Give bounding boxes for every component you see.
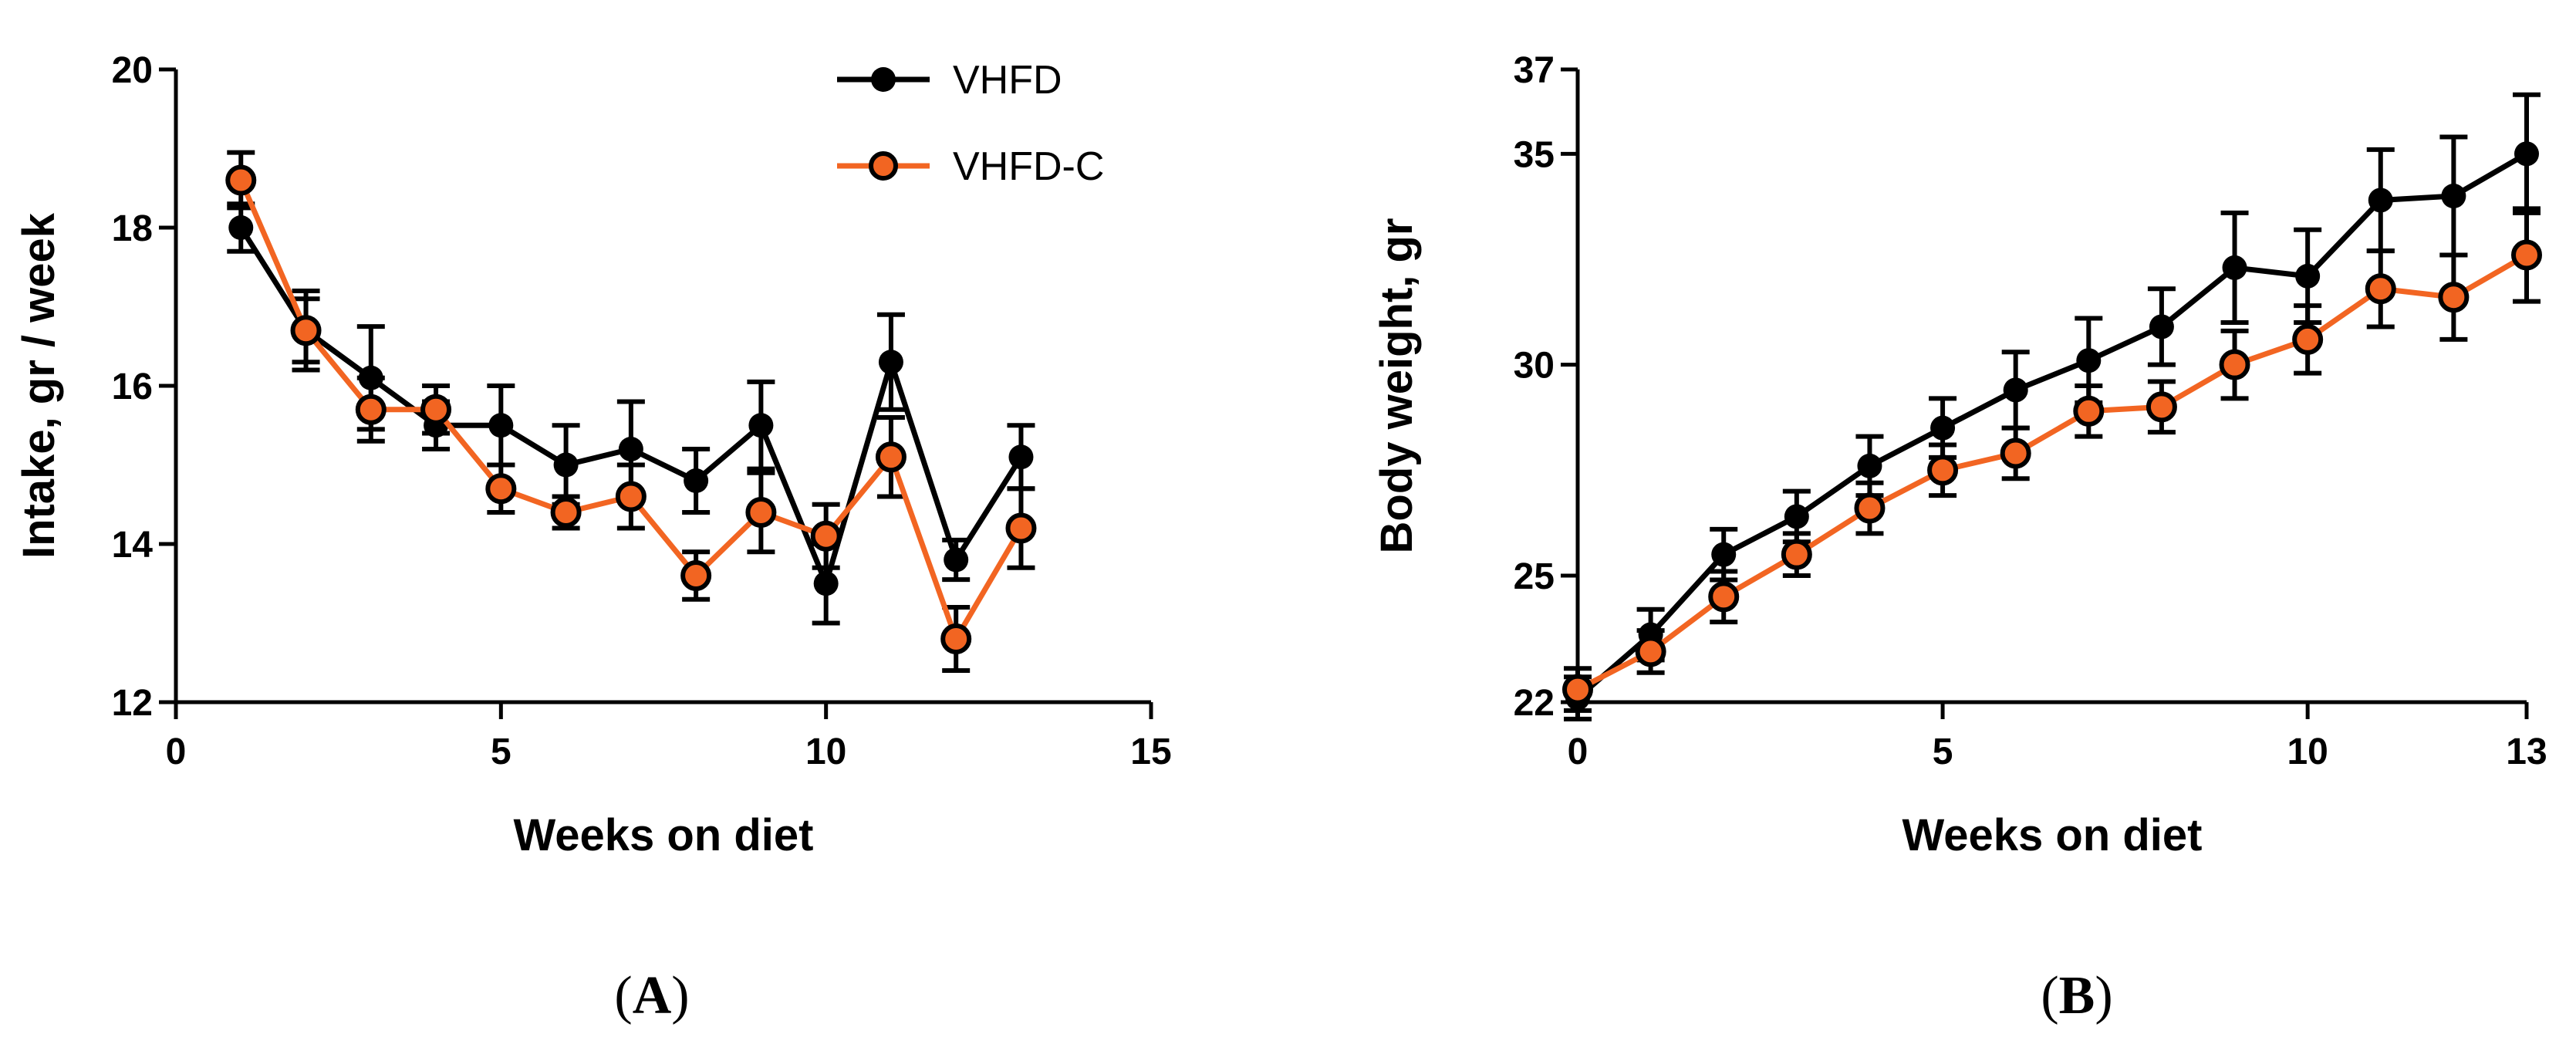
y-tick-label-b: 30 xyxy=(1514,346,1555,387)
legend-marker-vhfd xyxy=(871,67,896,92)
series-vhfd-c-b xyxy=(1562,206,2542,713)
data-point xyxy=(1927,454,1959,486)
legend-label-vhfd-c: VHFD-C xyxy=(953,144,1104,189)
y-tick-label-a: 14 xyxy=(112,525,154,566)
data-point xyxy=(684,468,709,493)
data-point xyxy=(228,215,254,240)
data-point xyxy=(2438,282,2470,313)
data-point xyxy=(878,350,903,375)
data-point xyxy=(745,497,777,528)
data-point xyxy=(813,571,839,596)
data-point xyxy=(2365,273,2396,305)
y-tick-label-b: 22 xyxy=(1514,683,1555,724)
data-point xyxy=(615,481,647,512)
chart-panel-a: 12 14 16 18 20 0 5 10 15 Weeks on diet Intake, gr … xyxy=(14,50,1172,860)
x-tick-label-a: 0 xyxy=(166,731,187,772)
data-point xyxy=(875,441,906,473)
x-tick-label-b: 13 xyxy=(2506,731,2547,772)
y-axis-title-b: Body weight, gr xyxy=(1372,218,1422,554)
data-point xyxy=(2514,141,2539,167)
data-point xyxy=(290,315,322,346)
data-point xyxy=(1784,504,1809,529)
data-point xyxy=(488,413,514,438)
data-point xyxy=(2003,377,2028,403)
data-point xyxy=(2222,255,2247,280)
legend: VHFD VHFD-C xyxy=(837,58,1104,189)
series-vhfd-b xyxy=(1564,92,2541,721)
data-point xyxy=(2295,263,2321,289)
data-point xyxy=(553,452,579,478)
data-point xyxy=(1562,674,1593,705)
data-point xyxy=(944,547,969,573)
data-point xyxy=(1854,492,1886,524)
data-point xyxy=(420,394,452,425)
chart-panel-b: 22 25 30 35 37 0 5 10 13 Weeks on diet Body weight… xyxy=(1372,50,2547,860)
data-point xyxy=(1635,636,1666,667)
data-point xyxy=(810,520,842,552)
x-tick-label-b: 0 xyxy=(1568,731,1588,772)
data-point xyxy=(618,437,643,461)
data-point xyxy=(2149,314,2174,340)
data-point xyxy=(1711,542,1737,567)
data-point xyxy=(2076,348,2102,373)
panel-label-a: (A) xyxy=(614,966,689,1025)
data-point xyxy=(2511,239,2542,271)
x-axis-title-a: Weeks on diet xyxy=(514,810,814,860)
data-point xyxy=(355,394,387,425)
y-tick-label-a: 20 xyxy=(112,50,153,91)
y-tick-label-a: 18 xyxy=(112,208,153,249)
data-point xyxy=(225,164,257,196)
data-point xyxy=(1930,415,1956,441)
series-vhfd-c-a xyxy=(225,150,1037,673)
y-tick-label-a: 12 xyxy=(112,683,153,724)
data-point xyxy=(1008,444,1034,470)
x-tick-label-a: 10 xyxy=(805,731,846,772)
data-point xyxy=(550,497,582,528)
x-tick-label-b: 10 xyxy=(2287,731,2328,772)
y-axis-title-a: Intake, gr / week xyxy=(14,212,64,559)
data-point xyxy=(2441,184,2466,208)
data-point xyxy=(2219,349,2250,380)
legend-label-vhfd: VHFD xyxy=(953,58,1062,103)
data-point xyxy=(680,560,712,591)
x-axis-title-b: Weeks on diet xyxy=(1902,810,2203,860)
data-point xyxy=(1005,512,1037,544)
y-tick-label-b: 37 xyxy=(1514,50,1555,91)
data-point xyxy=(1708,581,1740,613)
data-point xyxy=(748,413,774,438)
panel-label-b: (B) xyxy=(2041,966,2112,1025)
data-point xyxy=(2368,188,2393,213)
data-point xyxy=(1781,539,1812,570)
data-point xyxy=(2000,438,2031,469)
data-point xyxy=(2292,323,2324,355)
data-point xyxy=(940,623,972,654)
series-line xyxy=(1575,151,2528,701)
series-line xyxy=(1576,252,2528,692)
legend-marker-vhfd-c xyxy=(869,151,898,181)
data-point xyxy=(485,473,517,505)
data-point xyxy=(1857,453,1882,478)
x-tick-label-b: 5 xyxy=(1933,731,1953,772)
x-tick-label-a: 15 xyxy=(1130,731,1171,772)
y-tick-label-a: 16 xyxy=(112,367,153,407)
series-vhfd-a xyxy=(227,201,1035,626)
data-point xyxy=(2146,391,2177,423)
y-tick-label-b: 35 xyxy=(1514,134,1555,175)
data-point xyxy=(2073,395,2105,427)
y-tick-label-b: 25 xyxy=(1514,556,1555,597)
x-tick-label-a: 5 xyxy=(491,731,511,772)
